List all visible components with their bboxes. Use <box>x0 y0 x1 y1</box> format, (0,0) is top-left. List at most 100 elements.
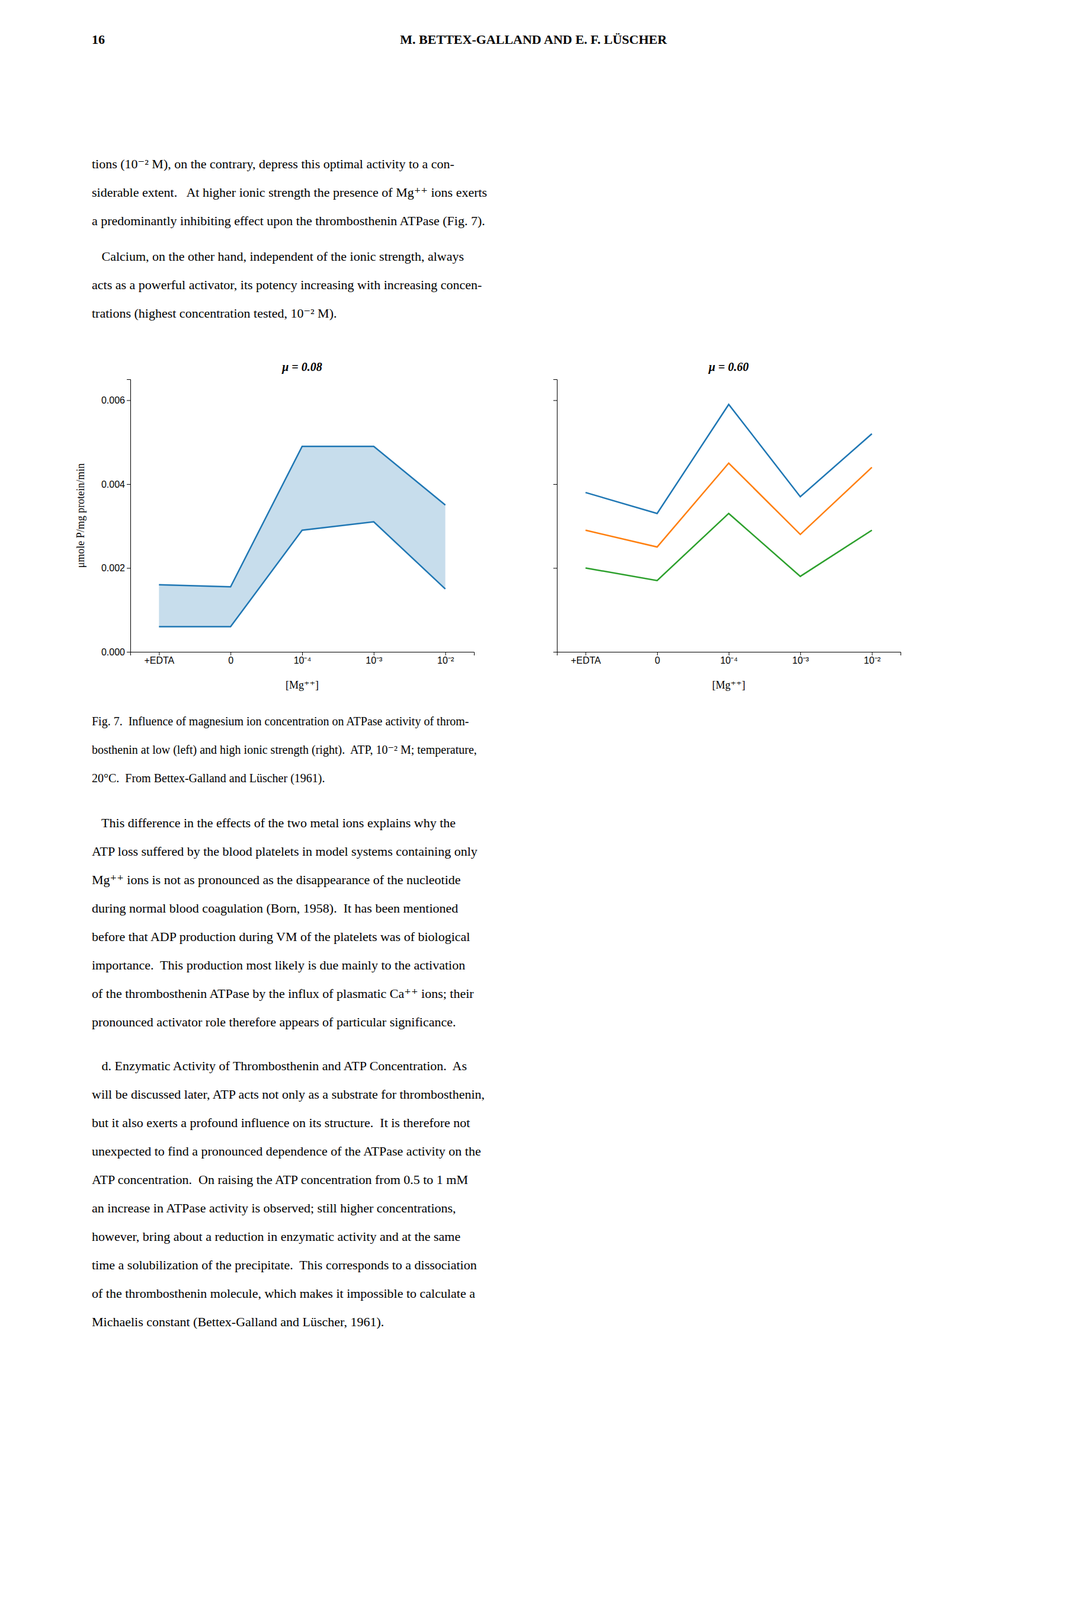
x-axis-title: [Mg⁺⁺] <box>285 678 319 691</box>
body-text: acts as a powerful activator, its potenc… <box>91 277 482 293</box>
line <box>585 513 872 581</box>
body-text: a predominantly inhibiting effect upon t… <box>91 213 486 229</box>
band <box>158 446 445 627</box>
axis-line <box>126 379 131 653</box>
body-text: however, bring about a reduction in enzy… <box>91 1228 461 1244</box>
tick-mark <box>126 399 131 401</box>
tick-mark <box>553 651 557 653</box>
y-axis <box>553 379 558 653</box>
tick-mark <box>126 484 131 485</box>
page-number: 16 <box>91 31 105 47</box>
line <box>158 521 445 627</box>
annotation: μ = 0.60 <box>707 360 749 374</box>
body-text: d. Enzymatic Activity of Thrombosthenin … <box>91 1058 467 1073</box>
tick-mark <box>657 651 658 656</box>
tick <box>553 567 557 569</box>
tick: 10⁻⁴ <box>720 651 739 666</box>
body-text: pronounced activator role therefore appe… <box>91 1014 456 1030</box>
body-text: This difference in the effects of the tw… <box>91 815 456 831</box>
tick-label: 10⁻³ <box>792 655 810 666</box>
background <box>0 0 1067 1600</box>
body-text: tions (10⁻² M), on the contrary, depress… <box>91 156 455 172</box>
tick-label: 10⁻³ <box>365 655 383 666</box>
y-axis: 0.000 0.002 0.004 0.006 <box>101 379 131 658</box>
tick: 0.006 <box>101 395 131 406</box>
line <box>585 463 872 548</box>
line <box>585 404 872 514</box>
plot-area <box>585 404 872 581</box>
tick: 10⁻³ <box>792 651 810 666</box>
body-text: before that ADP production during VM of … <box>91 928 470 944</box>
tick: +EDTA <box>143 651 175 666</box>
tick <box>553 651 557 653</box>
axis-line <box>553 379 558 653</box>
body-text: Mg⁺⁺ ions is not as pronounced as the di… <box>91 872 461 887</box>
tick-label: 0 <box>654 655 660 666</box>
tick-label: 0.002 <box>101 562 126 573</box>
body-text: unexpected to find a pronounced dependen… <box>91 1143 482 1159</box>
tick-mark <box>553 399 557 401</box>
body-text: siderable extent. At higher ionic streng… <box>91 184 487 200</box>
body-text: but it also exerts a profound influence … <box>91 1114 470 1130</box>
tick: 0.004 <box>101 479 131 490</box>
caption: bosthenin at low (left) and high ionic s… <box>91 742 477 757</box>
chart-panel: 0.000 0.002 0.004 0.006 +EDTA 0 10⁻⁴ 10⁻³ 10⁻² [M… <box>74 360 475 691</box>
tick-mark <box>553 567 557 569</box>
tick-mark <box>728 651 730 656</box>
body-text: time a solubilization of the precipitate… <box>91 1257 477 1272</box>
tick: 0 <box>228 651 234 666</box>
tick-label: 10⁻² <box>437 655 455 666</box>
tick-mark <box>445 651 447 656</box>
tick-mark <box>373 651 375 656</box>
tick-mark <box>126 651 131 653</box>
tick-mark <box>585 651 586 656</box>
tick-label: 10⁻⁴ <box>293 655 312 666</box>
body-text: ATP concentration. On raising the ATP co… <box>91 1171 469 1187</box>
tick-mark <box>553 484 557 485</box>
tick-label: +EDTA <box>143 655 175 666</box>
running-header: M. BETTEX-GALLAND AND E. F. LÜSCHER <box>399 31 668 47</box>
tick-mark <box>872 651 873 656</box>
tick-label: +EDTA <box>570 655 601 666</box>
tick-label: 10⁻² <box>863 655 881 666</box>
body-text: during normal blood coagulation (Born, 1… <box>91 900 458 916</box>
tick: 0.000 <box>101 646 131 658</box>
body-text: Calcium, on the other hand, independent … <box>91 248 464 264</box>
body-text-block: Calcium, on the other hand, independent … <box>91 248 482 321</box>
tick <box>553 484 557 485</box>
tick-mark <box>230 651 232 656</box>
tick-label: 0.000 <box>101 646 126 658</box>
tick-mark <box>126 567 131 569</box>
body-text: trations (highest concentration tested, … <box>91 305 338 321</box>
body-text: of the thrombosthenin molecule, which ma… <box>91 1285 476 1301</box>
annotation: μ = 0.08 <box>281 360 323 374</box>
body-text-block: This difference in the effects of the tw… <box>91 815 478 1030</box>
tick <box>553 399 557 401</box>
body-text: will be discussed later, ATP acts not on… <box>91 1086 485 1102</box>
tick-label: 0.004 <box>101 479 126 490</box>
body-text: ATP loss suffered by the blood platelets… <box>91 843 478 859</box>
chart-panel: +EDTA010⁻⁴10⁻³10⁻²[Mg⁺⁺]μ = 0.60 <box>553 360 902 691</box>
tick-mark <box>800 651 801 656</box>
axis-line <box>557 652 902 656</box>
tick-mark <box>302 651 303 656</box>
body-text-block: d. Enzymatic Activity of Thrombosthenin … <box>91 1058 485 1329</box>
tick: 0 <box>654 651 660 666</box>
tick: 10⁻⁴ <box>293 651 312 666</box>
tick: 10⁻² <box>863 651 881 666</box>
caption: 20°C. From Bettex-Galland and Lüscher (1… <box>91 771 325 785</box>
tick-label: 0 <box>228 655 234 666</box>
plot-area <box>158 446 445 627</box>
tick: 0.002 <box>101 562 131 573</box>
tick-label: 10⁻⁴ <box>720 655 739 666</box>
x-axis: +EDTA 0 10⁻⁴ 10⁻³ 10⁻² <box>557 651 902 666</box>
body-text-block: tions (10⁻² M), on the contrary, depress… <box>91 156 487 229</box>
tick-label: 0.006 <box>101 395 126 406</box>
page: 16 M. BETTEX-GALLAND AND E. F. LÜSCHER tio… <box>0 0 1067 1600</box>
tick-mark <box>158 651 160 656</box>
x-axis: +EDTA 0 10⁻⁴ 10⁻³ 10⁻² <box>130 651 475 666</box>
caption: Fig. 7. Influence of magnesium ion conce… <box>91 714 470 729</box>
line <box>158 446 445 587</box>
y-axis-title: μmole P/mg protein/min <box>74 463 87 569</box>
caption-block: Fig. 7. Influence of magnesium ion conce… <box>91 714 477 785</box>
